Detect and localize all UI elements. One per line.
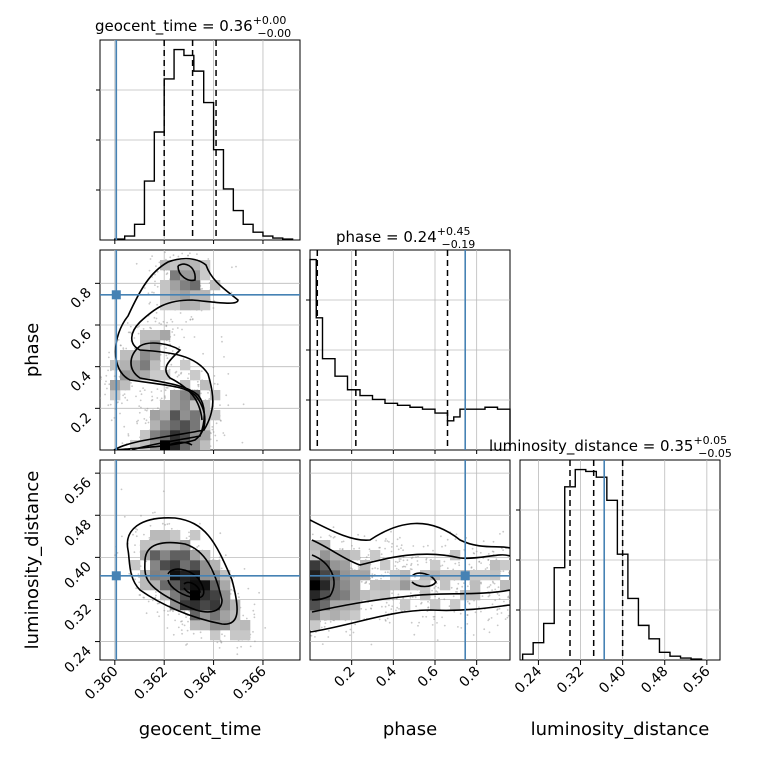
x-tick-label: 0.24	[512, 663, 545, 696]
contour-line	[311, 554, 335, 601]
x-tick-label: 0.48	[638, 664, 671, 697]
x-tick-label: 0.366	[230, 663, 270, 703]
contour-line	[160, 441, 193, 450]
panel-frame	[99, 459, 301, 661]
luminosity-distance-histogram	[516, 460, 720, 660]
panel-phase-vs-geocent-time	[99, 249, 301, 451]
x-axis-title-luminosity-distance: luminosity_distance	[531, 719, 710, 740]
x-axis-title-geocent-time: geocent_time	[139, 719, 262, 740]
title-phase: phase = 0.24+0.45 −0.19	[336, 225, 475, 251]
x-tick-label: 0.2	[331, 664, 358, 691]
truth-marker	[460, 571, 470, 581]
x-tick-label: 0.4	[373, 663, 400, 690]
y-tick-label: 0.6	[68, 326, 95, 353]
panel-geocent-time-hist	[96, 39, 301, 241]
contour-line	[113, 257, 239, 450]
panel-lumdist-hist	[516, 459, 721, 661]
x-tick-label: 0.360	[82, 664, 122, 704]
panel-lumdist-vs-geocent-time	[99, 459, 301, 661]
panel-lumdist-vs-phase	[309, 459, 511, 661]
y-tick-label: 0.56	[61, 475, 94, 508]
contour-line	[310, 604, 510, 633]
x-axis-title-phase: phase	[383, 719, 437, 740]
contour-line	[177, 263, 196, 282]
contour-line	[311, 589, 510, 613]
title-luminosity-distance: luminosity_distance = 0.35+0.05 −0.05	[489, 434, 732, 460]
contour-line	[130, 342, 206, 450]
x-tick-label: 0.56	[680, 663, 713, 696]
contour-line	[311, 539, 510, 566]
truth-marker	[111, 290, 121, 300]
density-grid	[310, 540, 510, 631]
x-tick-label: 0.364	[181, 663, 221, 703]
y-tick-label: 0.40	[61, 559, 94, 592]
y-tick-label: 0.4	[68, 368, 95, 395]
contour-line	[310, 519, 510, 549]
histogram-step	[114, 48, 294, 240]
contour-line	[126, 517, 238, 625]
contour-line	[183, 581, 201, 595]
y-tick-label: 0.2	[68, 410, 95, 437]
y-tick-label: 0.8	[68, 285, 95, 312]
y-tick-label: 0.32	[61, 601, 94, 634]
x-tick-label: 0.8	[456, 664, 483, 691]
y-tick-label: 0.48	[61, 517, 94, 550]
phase-histogram	[306, 250, 511, 450]
y-axis-title-phase: phase	[22, 323, 43, 377]
axis-ticks: 0.360 0.362 0.364 0.366 0.2 0.4 0.6 0.8 0.24 0.32…	[61, 240, 714, 704]
histogram-step	[309, 258, 511, 450]
title-geocent-time: geocent_time = 0.36+0.00 −0.00	[95, 14, 291, 40]
phase-vs-geocent-time-density	[100, 250, 300, 450]
panel-phase-hist	[306, 249, 511, 451]
luminosity-distance-vs-phase-density	[310, 460, 510, 660]
y-tick-label: 0.24	[61, 643, 94, 676]
contour-line	[411, 572, 437, 588]
x-tick-label: 0.40	[596, 664, 629, 697]
luminosity-distance-vs-geocent-time-density	[100, 460, 300, 660]
histogram-step	[521, 468, 703, 660]
geocent-time-histogram	[96, 40, 300, 240]
x-tick-label: 0.362	[131, 664, 171, 704]
contour-line	[167, 568, 205, 599]
density-grid	[110, 260, 221, 450]
truth-marker	[111, 571, 121, 581]
x-tick-label: 0.6	[415, 663, 442, 690]
x-tick-label: 0.32	[554, 664, 587, 697]
y-axis-title-luminosity-distance: luminosity_distance	[22, 471, 43, 650]
